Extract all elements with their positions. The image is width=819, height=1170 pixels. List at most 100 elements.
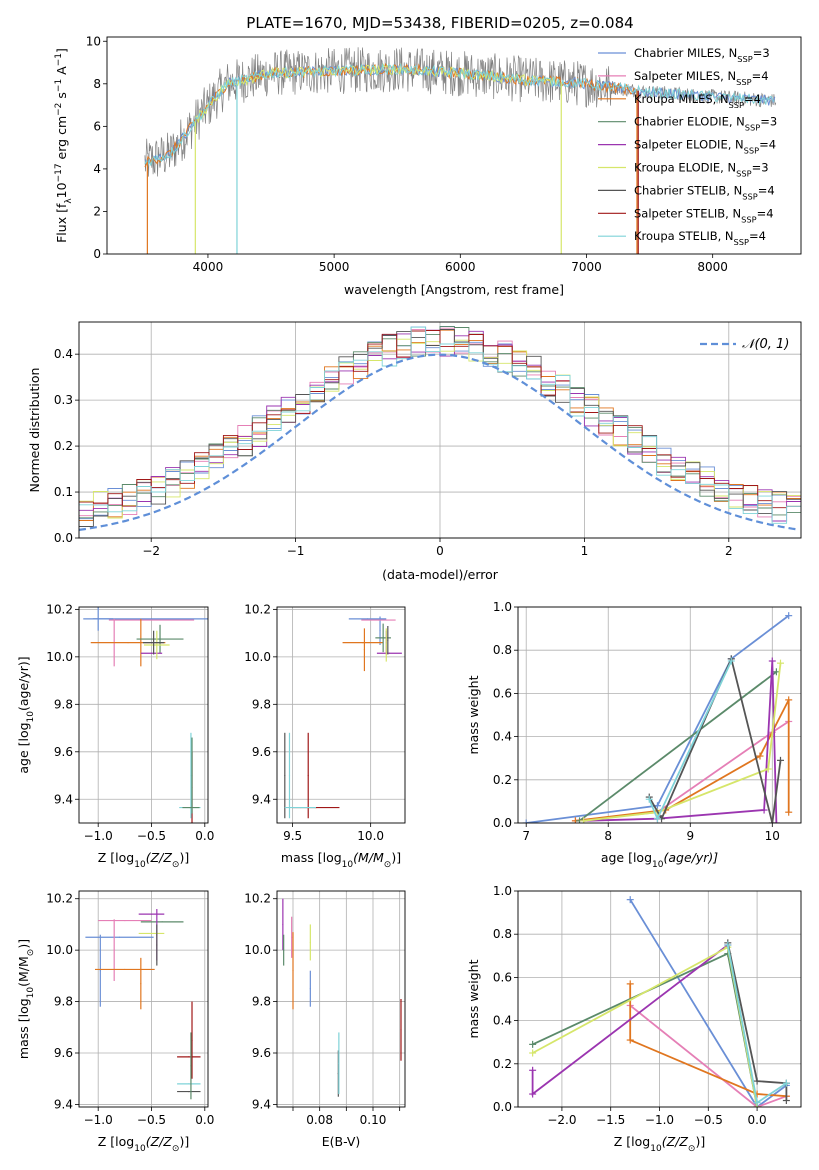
data-point bbox=[188, 1090, 190, 1093]
plot-area bbox=[85, 909, 201, 1100]
x-axis-label-part: 10 bbox=[134, 860, 146, 870]
legend-label: Salpeter MILES, NSSP=4 bbox=[634, 69, 769, 87]
axes-frame bbox=[517, 606, 802, 824]
y-tick-label: 9.6 bbox=[54, 745, 73, 759]
x-axis-label-part: Z [log bbox=[614, 1134, 650, 1149]
x-tick-label: 7 bbox=[522, 829, 530, 843]
legend-label-part: SSP bbox=[734, 237, 749, 247]
x-axis-label-part: (Z/Z bbox=[662, 1134, 689, 1149]
y-axis-label-part: 10 bbox=[54, 182, 69, 198]
y-axis-label-part: age [log bbox=[16, 722, 31, 773]
legend-label-part: =4 bbox=[757, 206, 774, 220]
data-point bbox=[150, 619, 153, 621]
data-point bbox=[191, 774, 193, 777]
data-point bbox=[299, 806, 302, 809]
legend-label-part: =3 bbox=[753, 46, 770, 60]
y-axis-label: mass weight bbox=[466, 675, 481, 754]
data-point bbox=[366, 618, 369, 620]
x-tick-label: 5000 bbox=[319, 260, 350, 274]
x-tick-label: 2 bbox=[725, 544, 733, 558]
x-tick-label: −1.5 bbox=[596, 1113, 625, 1127]
legend-label-part: =3 bbox=[752, 161, 769, 175]
legend-label: Salpeter STELIB, NSSP=4 bbox=[634, 206, 774, 224]
y-tick-label: 9.4 bbox=[54, 1097, 73, 1111]
legend-label: Chabrier ELODIE, NSSP=3 bbox=[634, 115, 777, 133]
data-point bbox=[153, 642, 155, 644]
plot-area bbox=[282, 898, 402, 1097]
legend-label-part: Salpeter ELODIE, N bbox=[634, 138, 744, 152]
plot-area bbox=[79, 325, 801, 531]
x-tick-label: 0 bbox=[436, 544, 444, 558]
y-axis-label-part: )] bbox=[16, 939, 31, 949]
y-axis-label-part: (M/M bbox=[16, 956, 31, 987]
y-tick-label: 0.4 bbox=[493, 730, 512, 744]
y-axis-label-part: ] bbox=[54, 48, 69, 53]
y-axis-label-part: −2 bbox=[54, 103, 64, 116]
data-point bbox=[118, 936, 121, 938]
data-point bbox=[363, 649, 366, 651]
normal-curve bbox=[79, 353, 799, 531]
data-point bbox=[307, 774, 309, 777]
data-point bbox=[191, 1039, 193, 1041]
x-axis-label-part: ⊙ bbox=[172, 1144, 180, 1154]
weight-line bbox=[629, 899, 787, 1107]
y-tick-label: 0.6 bbox=[493, 970, 512, 984]
x-axis-label-part: (age/yr)] bbox=[663, 850, 718, 865]
x-axis-label-part: age [log bbox=[601, 850, 652, 865]
x-axis-label-part: (M/M bbox=[353, 850, 384, 865]
x-axis-label: Z [log10(Z/Z⊙)] bbox=[614, 1134, 705, 1154]
legend-label: Chabrier MILES, NSSP=3 bbox=[634, 46, 770, 64]
y-axis-label-part: −17 bbox=[54, 163, 64, 182]
legend-label-part: SSP bbox=[737, 54, 752, 64]
legend-label-part: =4 bbox=[758, 183, 775, 197]
data-point bbox=[288, 774, 291, 777]
y-tick-label: 8 bbox=[93, 77, 101, 91]
panel-spectrum: 4000 5000 6000 7000 8000 0 2 4 6 8 10 wavelength [A… bbox=[54, 34, 802, 297]
y-tick-label: 0.1 bbox=[54, 485, 73, 499]
legend-label-part: Chabrier ELODIE, N bbox=[634, 115, 745, 129]
data-point bbox=[309, 988, 311, 990]
legend-label-part: =4 bbox=[759, 138, 776, 152]
y-tick-label: 1.0 bbox=[493, 600, 512, 614]
x-axis-label-part: mass [log bbox=[281, 850, 342, 865]
y-tick-label: 9.8 bbox=[252, 697, 271, 711]
data-point bbox=[190, 1065, 192, 1067]
y-axis-label-part: ⊙ bbox=[26, 949, 36, 957]
panel-mass_vs_ebv: 0.08 0.10 9.4 9.6 9.8 10.0 10.2 E(B-V) bbox=[244, 890, 406, 1149]
x-axis-label-part: )] bbox=[695, 1134, 705, 1149]
y-axis-label-part: mass [log bbox=[16, 998, 31, 1059]
legend-label: Salpeter ELODIE, NSSP=4 bbox=[634, 138, 776, 156]
x-axis-label-part: 10 bbox=[652, 860, 664, 870]
y-axis-label-part: −1 bbox=[54, 53, 64, 66]
x-axis-label-part: (Z/Z bbox=[146, 850, 173, 865]
weight-line bbox=[532, 952, 758, 1107]
weight-line bbox=[532, 945, 758, 1107]
weight-line bbox=[629, 1004, 787, 1107]
histogram-step bbox=[79, 330, 801, 509]
x-tick-label: 10 bbox=[765, 829, 780, 843]
figure-title: PLATE=1670, MJD=53438, FIBERID=0205, z=0… bbox=[246, 14, 633, 32]
x-axis-label: age [log10(age/yr)] bbox=[601, 850, 718, 870]
plot-area bbox=[83, 607, 208, 823]
data-point bbox=[150, 652, 153, 654]
data-point bbox=[188, 1083, 190, 1085]
spectrum-data-line bbox=[144, 47, 777, 177]
data-point bbox=[387, 639, 389, 641]
legend-label: Kroupa ELODIE, NSSP=3 bbox=[634, 161, 769, 179]
y-axis-label: mass weight bbox=[466, 959, 481, 1038]
y-tick-label: 9.4 bbox=[54, 792, 73, 806]
x-tick-label: −0.5 bbox=[137, 1113, 166, 1127]
y-tick-label: 6 bbox=[93, 119, 101, 133]
legend-label-part: SSP bbox=[745, 123, 760, 133]
x-axis-label-part: ⊙ bbox=[172, 860, 180, 870]
data-point bbox=[379, 630, 381, 632]
x-tick-label: 0.0 bbox=[195, 829, 214, 843]
data-point bbox=[382, 637, 384, 639]
x-tick-label: 6000 bbox=[445, 260, 476, 274]
legend-label-part: =4 bbox=[744, 92, 761, 106]
y-axis-label: age [log10(age/yr)] bbox=[16, 656, 36, 773]
data-point bbox=[388, 652, 390, 654]
legend-label-part: Salpeter MILES, N bbox=[634, 69, 736, 83]
